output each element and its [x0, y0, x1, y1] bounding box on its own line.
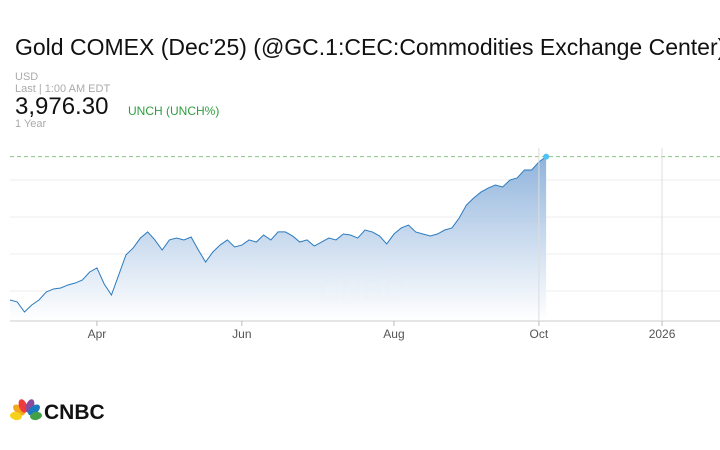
x-tick-label: Jun	[232, 327, 251, 341]
x-tick-label: 2026	[649, 327, 676, 341]
x-tick-label: Apr	[88, 327, 107, 341]
logo-mark	[10, 399, 42, 421]
currency: USD	[15, 71, 38, 83]
logo-text: CNBC	[44, 401, 105, 424]
line	[9, 156, 547, 313]
x-tick-label: Oct	[530, 327, 549, 341]
last-time: Last | 1:00 AM EDT	[15, 83, 110, 95]
price: 3,976.30	[15, 93, 108, 120]
range: 1 Year	[15, 118, 47, 130]
area	[10, 156, 547, 321]
change: UNCH (UNCH%)	[128, 104, 219, 118]
x-tick-label: Aug	[383, 327, 404, 341]
plot	[9, 153, 720, 321]
title: Gold COMEX (Dec'25) (@GC.1:CEC:Commoditi…	[15, 34, 720, 60]
last-point	[543, 153, 550, 160]
